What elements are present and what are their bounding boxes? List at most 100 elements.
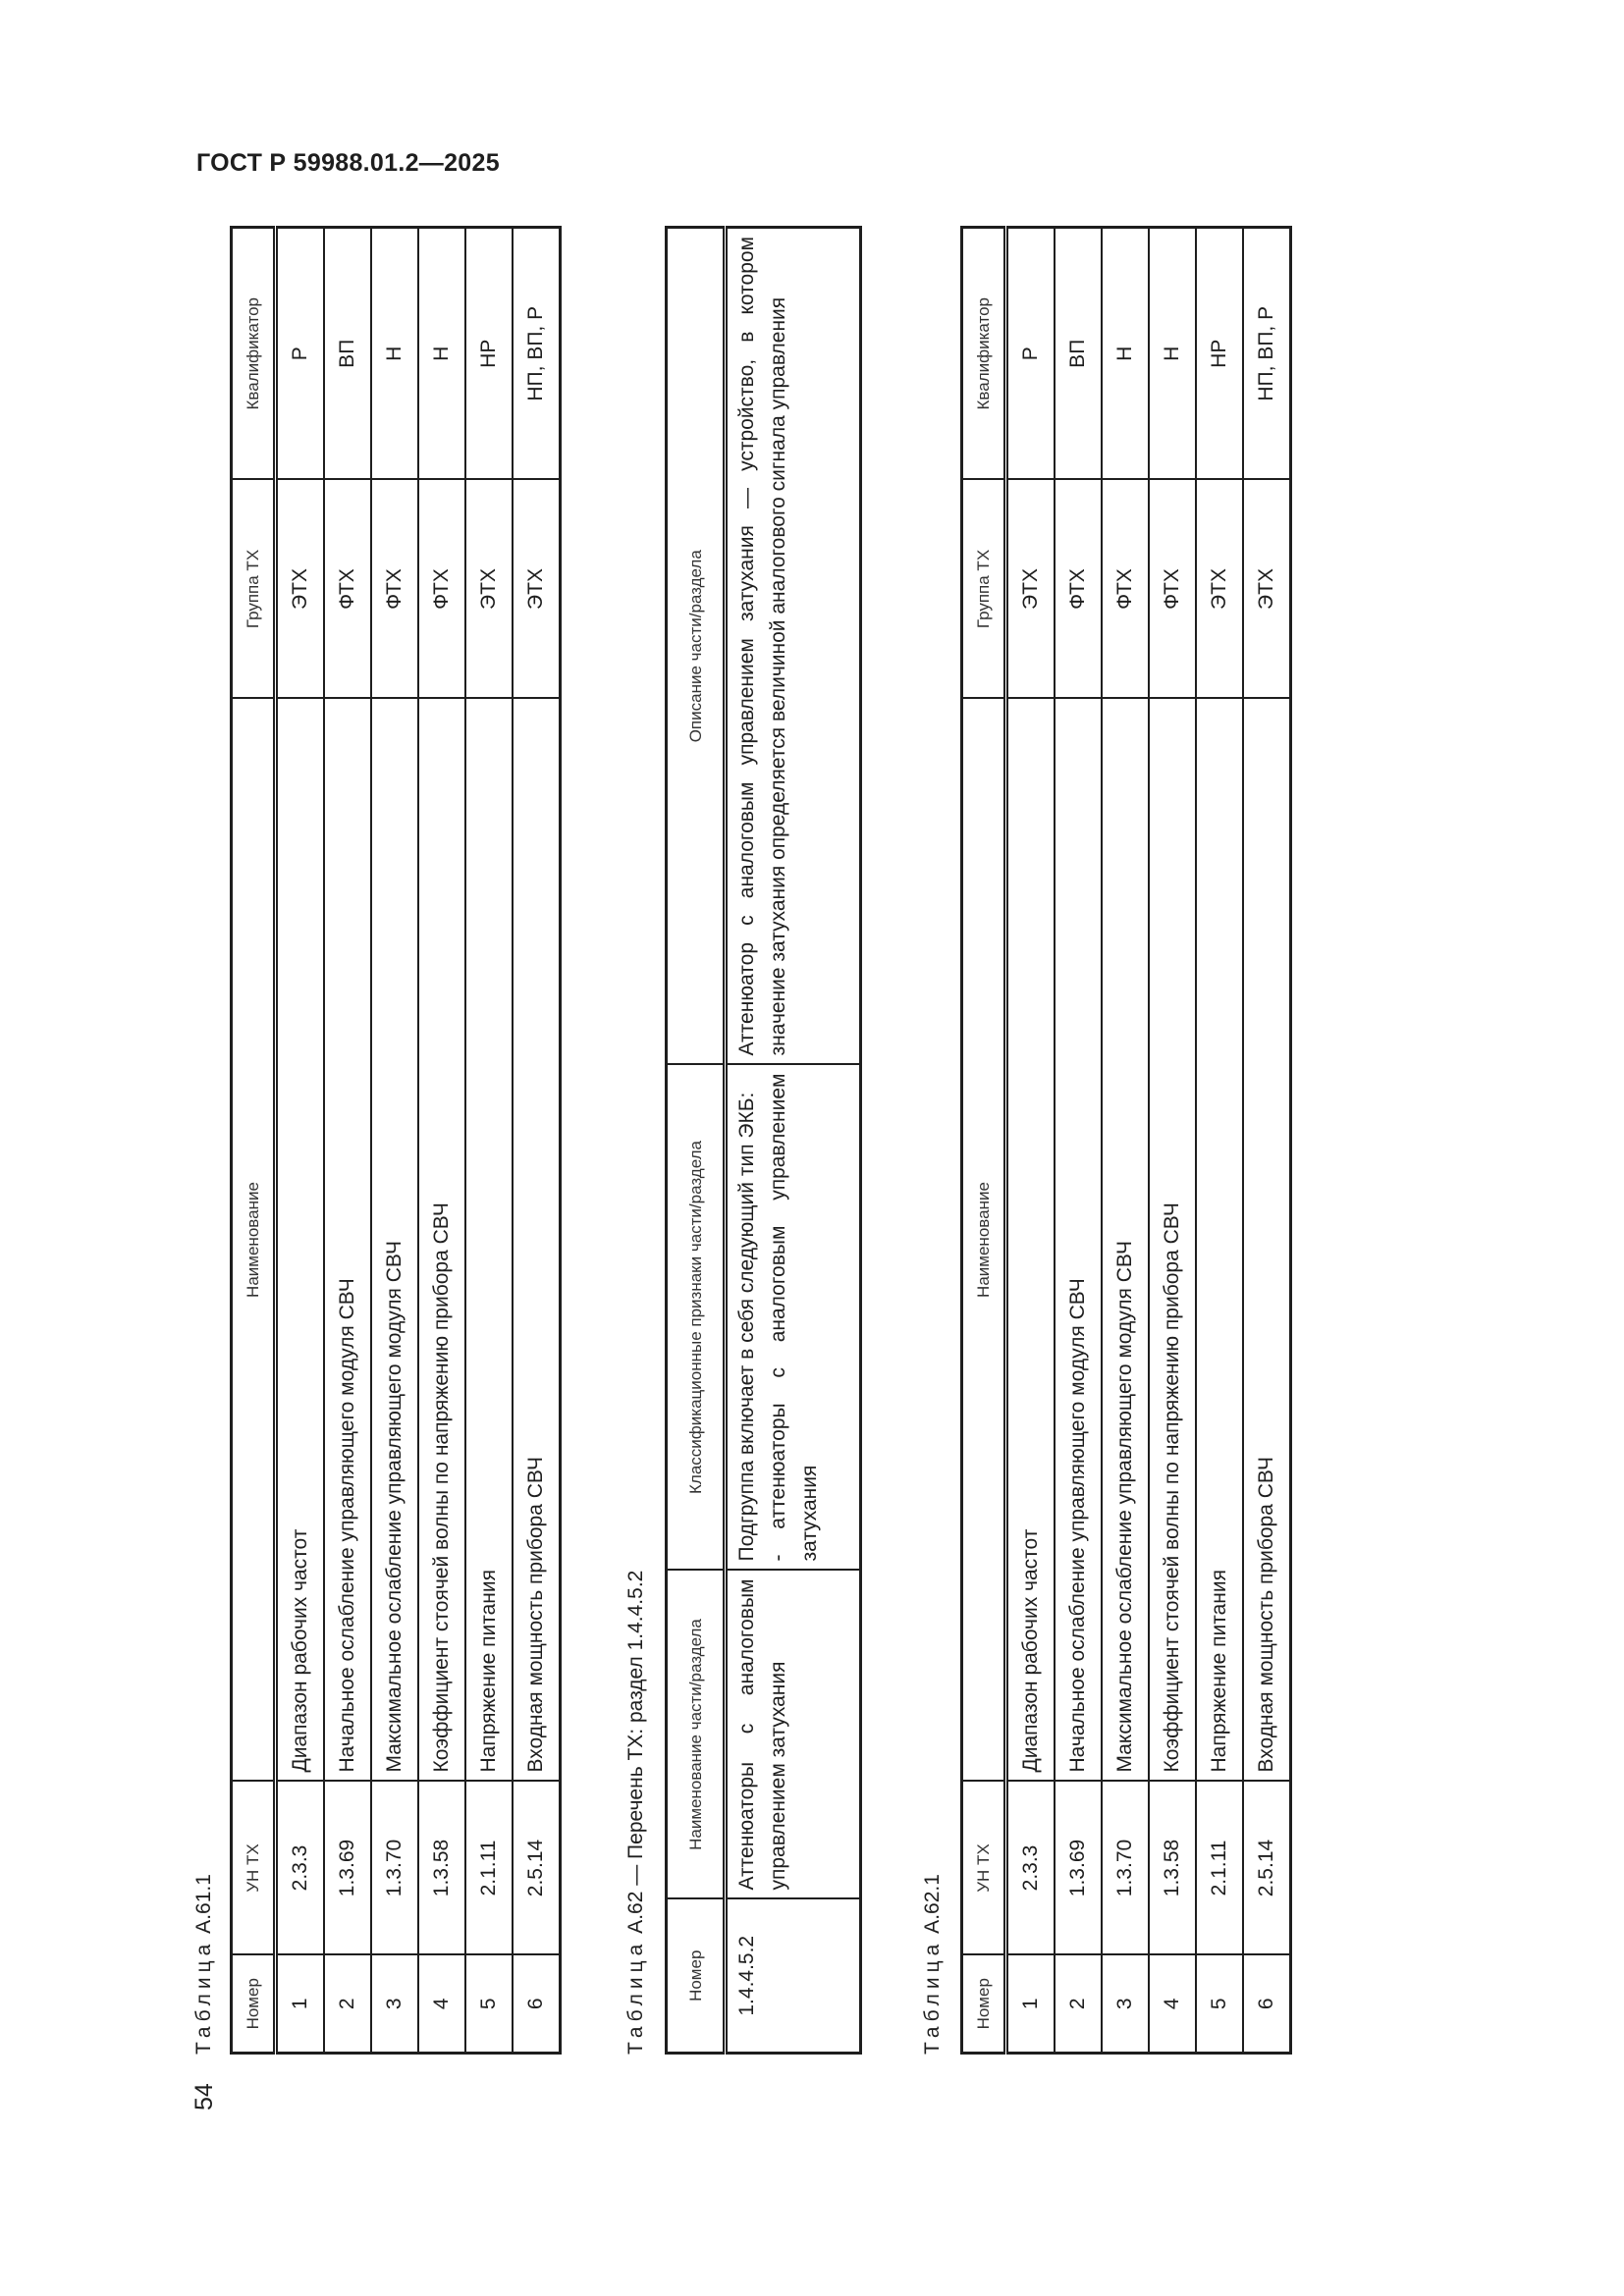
- cell-group-tx: ЭТХ: [1196, 479, 1243, 699]
- cell-qualifier: НП, ВП, Р: [1243, 227, 1291, 480]
- header-group-tx: Группа ТХ: [231, 479, 276, 699]
- table-row: 1.4.4.5.2 Аттенюаторы с аналоговым управ…: [725, 227, 861, 2054]
- cell-features: Подгруппа включает в себя следующий тип …: [725, 1064, 861, 1571]
- cell-group-tx: ЭТХ: [513, 479, 561, 699]
- cell-number: 5: [465, 1954, 513, 2054]
- cell-name: Напряжение питания: [465, 698, 513, 1782]
- cell-number: 3: [1102, 1954, 1149, 2054]
- table-row: 4 1.3.58 Коэффициент стоячей волны по напр…: [1149, 227, 1196, 2054]
- cell-group-tx: ФТХ: [1055, 479, 1102, 699]
- rotated-page-content: 54 Таблица А.61.1 Номер УН ТХ Наименование…: [177, 196, 1355, 2160]
- caption-id: А.62.1: [921, 1874, 944, 1934]
- header-number: Номер: [231, 1954, 276, 2054]
- document-header: ГОСТ Р 59988.01.2—2025: [196, 149, 500, 177]
- cell-un-tx: 1.3.58: [1149, 1781, 1196, 1955]
- table-row: 1 2.3.3 Диапазон рабочих частот ЭТХ Р: [1005, 227, 1055, 2054]
- cell-name: Максимальное ослабление управляющего мод…: [1102, 698, 1149, 1782]
- table-a61-1: Номер УН ТХ Наименование Группа ТХ Квалифика…: [230, 226, 562, 2055]
- caption-id: А.61.1: [192, 1874, 215, 1934]
- cell-name: Напряжение питания: [1196, 698, 1243, 1782]
- table-row: 5 2.1.11 Напряжение питания ЭТХ НР: [1196, 227, 1243, 2054]
- cell-un-tx: 2.1.11: [1196, 1781, 1243, 1955]
- cell-qualifier: Н: [1149, 227, 1196, 480]
- table-header-row: Номер УН ТХ Наименование Группа ТХ Квалифика…: [961, 227, 1006, 2054]
- cell-un-tx: 2.5.14: [1243, 1781, 1291, 1955]
- features-line: - аттенюаторы с аналоговым управлением з…: [767, 1073, 821, 1562]
- cell-number: 6: [513, 1954, 561, 2054]
- table-row: 1 2.3.3 Диапазон рабочих частот ЭТХ Р: [275, 227, 324, 2054]
- cell-name: Коэффициент стоячей волны по напряжению …: [1149, 698, 1196, 1782]
- cell-name: Начальное ослабление управляющего модуля…: [324, 698, 371, 1782]
- cell-group-tx: ФТХ: [371, 479, 418, 699]
- header-qualifier: Квалификатор: [961, 227, 1006, 480]
- cell-number: 4: [418, 1954, 465, 2054]
- cell-number: 4: [1149, 1954, 1196, 2054]
- caption-a62: Таблица А.62 — Перечень ТХ: раздел 1.4.4…: [624, 1571, 648, 2055]
- cell-number: 2: [324, 1954, 371, 2054]
- table-row: 3 1.3.70 Максимальное ослабление управляющ…: [371, 227, 418, 2054]
- table-row: 6 2.5.14 Входная мощность прибора СВЧ ЭТХ НП…: [513, 227, 561, 2054]
- cell-un-tx: 1.3.69: [324, 1781, 371, 1955]
- cell-group-tx: ЭТХ: [275, 479, 324, 699]
- cell-qualifier: НР: [1196, 227, 1243, 480]
- table-header-row: Номер УН ТХ Наименование Группа ТХ Квалифика…: [231, 227, 276, 2054]
- cell-qualifier: Н: [371, 227, 418, 480]
- cell-qualifier: ВП: [1055, 227, 1102, 480]
- table-header-row: Номер Наименование части/раздела Классиф…: [666, 227, 726, 2054]
- cell-un-tx: 1.3.70: [371, 1781, 418, 1955]
- cell-qualifier: НП, ВП, Р: [513, 227, 561, 480]
- cell-name: Максимальное ослабление управляющего мод…: [371, 698, 418, 1782]
- table-row: 3 1.3.70 Максимальное ослабление управляющ…: [1102, 227, 1149, 2054]
- cell-description: Аттенюатор с аналоговым управлением зату…: [725, 227, 861, 1065]
- caption-a61-1: Таблица А.61.1: [192, 1874, 216, 2055]
- cell-number: 1: [275, 1954, 324, 2054]
- table-row: 5 2.1.11 Напряжение питания ЭТХ НР: [465, 227, 513, 2054]
- cell-qualifier: Р: [1005, 227, 1055, 480]
- cell-name: Входная мощность прибора СВЧ: [513, 698, 561, 1782]
- header-number: Номер: [666, 1898, 726, 2054]
- cell-group-tx: ЭТХ: [1243, 479, 1291, 699]
- cell-un-tx: 2.3.3: [275, 1781, 324, 1955]
- page-number: 54: [190, 2083, 218, 2110]
- cell-qualifier: Р: [275, 227, 324, 480]
- cell-name: Входная мощность прибора СВЧ: [1243, 698, 1291, 1782]
- header-name: Наименование: [231, 698, 276, 1782]
- cell-group-tx: ФТХ: [418, 479, 465, 699]
- table-row: 2 1.3.69 Начальное ослабление управляющего…: [324, 227, 371, 2054]
- cell-un-tx: 2.1.11: [465, 1781, 513, 1955]
- cell-un-tx: 1.3.69: [1055, 1781, 1102, 1955]
- features-line: Подгруппа включает в себя следующий тип …: [735, 1092, 758, 1562]
- cell-group-tx: ФТХ: [1149, 479, 1196, 699]
- cell-un-tx: 1.3.58: [418, 1781, 465, 1955]
- cell-number: 1.4.4.5.2: [725, 1898, 861, 2054]
- cell-name: Аттенюаторы с аналоговым управлением зат…: [725, 1570, 861, 1899]
- header-name: Наименование: [961, 698, 1006, 1782]
- table-a62: Номер Наименование части/раздела Классиф…: [665, 226, 862, 2055]
- cell-qualifier: Н: [418, 227, 465, 480]
- header-description: Описание части/раздела: [666, 227, 726, 1065]
- caption-prefix: Таблица: [192, 1939, 215, 2055]
- cell-number: 5: [1196, 1954, 1243, 2054]
- header-features: Классификационные признаки части/раздела: [666, 1064, 726, 1571]
- cell-qualifier: Н: [1102, 227, 1149, 480]
- header-name: Наименование части/раздела: [666, 1570, 726, 1899]
- header-number: Номер: [961, 1954, 1006, 2054]
- table-row: 6 2.5.14 Входная мощность прибора СВЧ ЭТХ НП…: [1243, 227, 1291, 2054]
- table-row: 4 1.3.58 Коэффициент стоячей волны по напр…: [418, 227, 465, 2054]
- cell-un-tx: 2.5.14: [513, 1781, 561, 1955]
- cell-group-tx: ФТХ: [324, 479, 371, 699]
- cell-number: 1: [1005, 1954, 1055, 2054]
- caption-prefix: Таблица: [921, 1939, 944, 2055]
- cell-name: Коэффициент стоячей волны по напряжению …: [418, 698, 465, 1782]
- cell-group-tx: ФТХ: [1102, 479, 1149, 699]
- table-row: 2 1.3.69 Начальное ослабление управляющего…: [1055, 227, 1102, 2054]
- cell-name: Начальное ослабление управляющего модуля…: [1055, 698, 1102, 1782]
- cell-number: 3: [371, 1954, 418, 2054]
- cell-name: Диапазон рабочих частот: [275, 698, 324, 1782]
- caption-text: А.62 — Перечень ТХ: раздел 1.4.4.5.2: [624, 1570, 647, 1934]
- table-a62-1: Номер УН ТХ Наименование Группа ТХ Квалифика…: [960, 226, 1292, 2055]
- cell-qualifier: НР: [465, 227, 513, 480]
- cell-name: Диапазон рабочих частот: [1005, 698, 1055, 1782]
- cell-number: 6: [1243, 1954, 1291, 2054]
- header-group-tx: Группа ТХ: [961, 479, 1006, 699]
